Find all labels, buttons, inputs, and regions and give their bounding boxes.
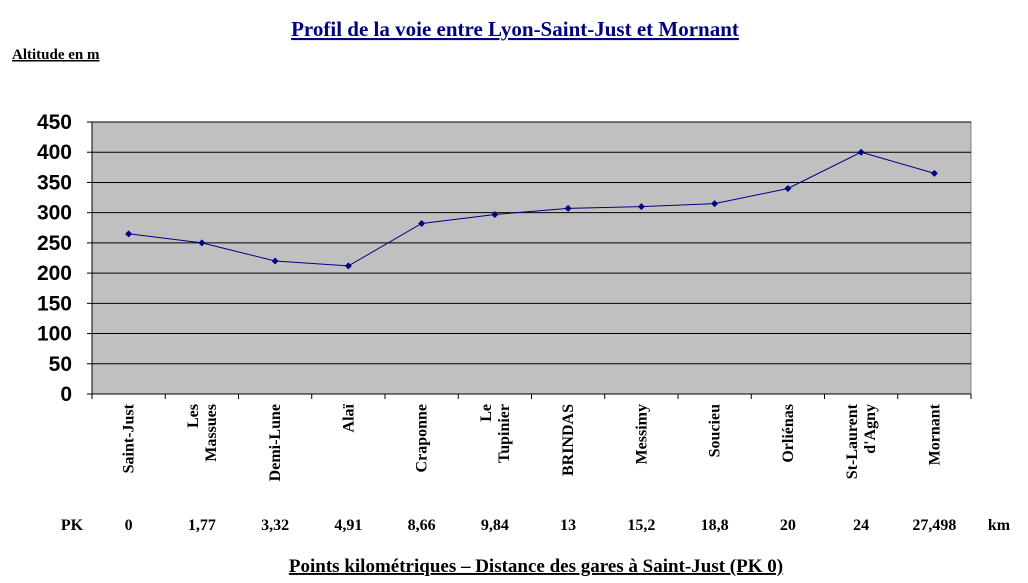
x-category-label: St-Laurentd'Agny — [844, 403, 879, 479]
data-point — [271, 257, 279, 265]
data-point — [930, 169, 938, 177]
pk-unit-label: km — [988, 517, 1011, 534]
pk-value: 13 — [560, 517, 576, 534]
y-tick-label: 350 — [37, 171, 72, 194]
y-tick-label: 250 — [37, 232, 72, 255]
x-category-label: Demi-Lune — [267, 404, 284, 481]
data-point — [784, 184, 792, 192]
y-axis-ticks: 0 50 100 150 200 250 300 350 400 450 — [37, 111, 92, 406]
data-point — [344, 262, 352, 270]
altitude-line — [128, 151, 935, 267]
pk-value: 3,32 — [261, 517, 289, 534]
x-category-label: Orliénas — [780, 404, 797, 463]
data-point — [491, 210, 499, 218]
pk-value: 15,2 — [627, 517, 655, 534]
y-tick-label: 300 — [37, 202, 72, 225]
pk-value: 20 — [780, 517, 796, 534]
pk-value: 1,77 — [188, 517, 216, 534]
data-point — [125, 230, 133, 238]
pk-value: 8,66 — [408, 517, 436, 534]
y-tick-label: 150 — [37, 292, 72, 315]
x-category-label: LesMassues — [185, 404, 220, 462]
y-tick-label: 50 — [49, 353, 72, 376]
pk-label: PK — [61, 517, 84, 534]
chart-title: Profil de la voie entre Lyon-Saint-Just … — [291, 17, 739, 41]
x-category-label: Soucieu — [707, 404, 724, 457]
pk-value: 27,498 — [912, 517, 956, 534]
pk-value: 24 — [853, 517, 869, 534]
plot-area — [91, 121, 972, 395]
x-category-label: Saint-Just — [121, 403, 138, 473]
y-axis-label: Altitude en m — [12, 47, 100, 63]
pk-values: 0 1,77 3,32 4,91 8,66 9,84 13 15,2 18,8 20 24 27,49… — [125, 517, 957, 534]
data-point — [637, 203, 645, 211]
x-category-label: Mornant — [926, 403, 943, 465]
data-points — [125, 148, 938, 270]
x-category-label: BRINDAS — [560, 404, 577, 476]
y-tick-label: 400 — [37, 141, 72, 164]
data-point — [857, 148, 865, 156]
data-point — [711, 200, 719, 208]
pk-value: 9,84 — [481, 517, 509, 534]
x-category-label: Alaï — [340, 403, 357, 432]
y-tick-label: 0 — [60, 383, 72, 406]
x-axis-label: Points kilométriques – Distance des gare… — [289, 556, 783, 577]
y-tick-label: 450 — [37, 111, 72, 134]
x-category-label: Craponne — [414, 404, 431, 472]
x-category-label: Messimy — [633, 404, 650, 464]
pk-value: 18,8 — [701, 517, 729, 534]
y-tick-label: 200 — [37, 262, 72, 285]
pk-value: 4,91 — [334, 517, 362, 534]
data-point — [198, 239, 206, 247]
data-point — [564, 204, 572, 212]
x-axis-categories: Saint-Just LesMassues Demi-Lune Alaï Craponn… — [91, 394, 972, 481]
pk-value: 0 — [125, 517, 133, 534]
y-tick-label: 100 — [37, 323, 72, 346]
data-point — [418, 220, 426, 228]
x-category-label: LeTupinier — [478, 404, 513, 463]
